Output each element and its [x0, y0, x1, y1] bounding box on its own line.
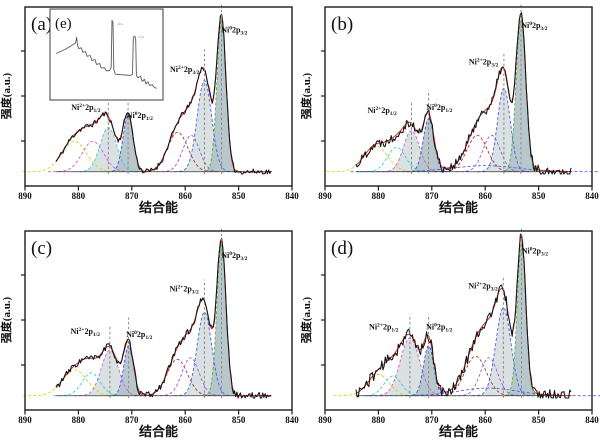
- xps-chart-c: 890 880 870 860 850 840 结合能 强度(a.u.) (c) Ni2+2p1/…: [0, 227, 299, 439]
- peak-annotation: Ni2+2p1/2: [71, 103, 101, 114]
- peak-annotation: Ni02p3/2: [221, 26, 247, 37]
- xps-chart-d: 890 880 870 860 850 840 结合能 强度(a.u.) (d) Ni2+2p1/…: [300, 227, 600, 439]
- peak-annotation: Ni02p1/2: [426, 103, 452, 114]
- peak-annotation: Ni2+2p3/2: [468, 282, 498, 293]
- peak-annotation: Ni02p3/2: [521, 21, 547, 32]
- peak-annotation: Ni02p3/2: [221, 251, 247, 262]
- peak-annotation: Ni02p1/2: [126, 330, 152, 341]
- x-axis-label: 结合能: [139, 200, 178, 215]
- y-axis-label: 强度(a.u.): [300, 296, 313, 343]
- peak-annotation: Ni2+2p1/2: [71, 327, 101, 338]
- peak-annotation: Ni2+2p1/2: [369, 323, 399, 334]
- panel-letter: (b): [331, 14, 353, 35]
- x-tick-label: 850: [232, 415, 246, 425]
- x-tick-label: 880: [372, 191, 386, 201]
- x-tick-label: 870: [425, 191, 439, 201]
- x-tick-label: 860: [178, 415, 192, 425]
- panel-letter: (d): [331, 238, 353, 259]
- x-axis-label: 结合能: [439, 200, 478, 215]
- peak-annotation: Ni02p1/2: [426, 323, 452, 334]
- x-tick-label: 890: [18, 191, 32, 201]
- x-axis-label: 结合能: [439, 424, 478, 439]
- panel-a: 890 880 870 860 850 840 结合能 强度(a.u.) (a) Ni2+2p1/…: [0, 0, 300, 224]
- x-tick-label: 860: [178, 191, 192, 201]
- x-tick-label: 850: [532, 191, 546, 201]
- x-axis-label: 结合能: [139, 424, 178, 439]
- x-tick-label: 880: [72, 415, 86, 425]
- x-tick-label: 870: [125, 415, 139, 425]
- x-tick-label: 860: [478, 191, 492, 201]
- x-tick-label: 840: [285, 191, 299, 201]
- x-tick-label: 890: [318, 415, 332, 425]
- inset-frame: [49, 8, 164, 101]
- panel-d: 890 880 870 860 850 840 结合能 强度(a.u.) (d) Ni2+2p1/…: [300, 224, 600, 448]
- inset-peak-label: O1s: [118, 22, 124, 26]
- x-tick-label: 850: [232, 191, 246, 201]
- y-axis-label: 强度(a.u.): [300, 72, 313, 119]
- inset-peak-label: C1s: [139, 35, 145, 39]
- x-tick-label: 840: [585, 415, 599, 425]
- peak-annotation: Ni02p3/2: [522, 247, 548, 258]
- x-tick-label: 840: [285, 415, 299, 425]
- x-tick-label: 840: [585, 191, 599, 201]
- peak-annotation: Ni2+2p3/2: [469, 58, 499, 69]
- x-tick-label: 850: [532, 415, 546, 425]
- panel-letter: (c): [31, 238, 52, 259]
- x-tick-label: 890: [18, 415, 32, 425]
- panel-c: 890 880 870 860 850 840 结合能 强度(a.u.) (c) Ni2+2p1/…: [0, 224, 300, 448]
- x-tick-label: 890: [318, 191, 332, 201]
- peak-annotation: Ni2+2p3/2: [170, 65, 200, 76]
- peak-annotation: Ni02p1/2: [127, 111, 153, 122]
- xps-chart-a: 890 880 870 860 850 840 结合能 强度(a.u.) (a) Ni2+2p1/…: [0, 3, 299, 215]
- x-tick-label: 880: [372, 415, 386, 425]
- xps-chart-b: 890 880 870 860 850 840 结合能 强度(a.u.) (b) Ni2+2p1/…: [300, 2, 600, 215]
- survey-spectrum-line: [55, 19, 158, 89]
- x-tick-label: 860: [478, 415, 492, 425]
- inset-letter: (e): [55, 16, 72, 32]
- peak-annotation: Ni2+2p1/2: [367, 106, 397, 117]
- peak-annotation: Ni2+2p3/2: [169, 285, 199, 296]
- y-axis-label: 强度(a.u.): [0, 296, 13, 343]
- y-axis-label: 强度(a.u.): [0, 72, 13, 119]
- x-tick-label: 870: [425, 415, 439, 425]
- panel-b: 890 880 870 860 850 840 结合能 强度(a.u.) (b) Ni2+2p1/…: [300, 0, 600, 224]
- x-tick-label: 870: [125, 191, 139, 201]
- panel-letter: (a): [31, 14, 52, 35]
- x-tick-label: 880: [72, 191, 86, 201]
